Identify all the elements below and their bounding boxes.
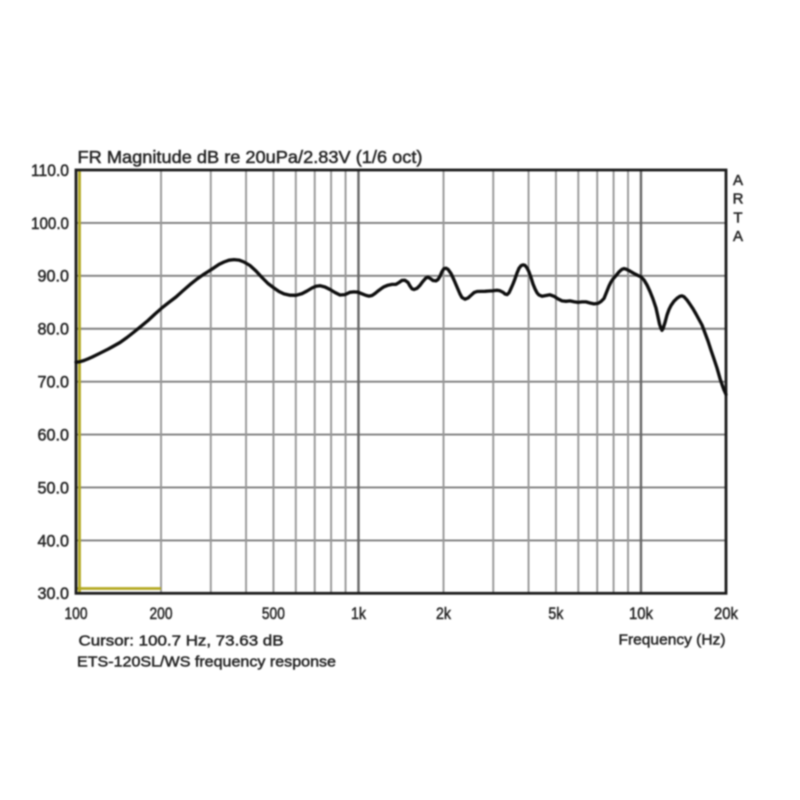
svg-text:50.0: 50.0 [38, 478, 70, 497]
svg-text:Frequency (Hz): Frequency (Hz) [619, 632, 726, 649]
svg-text:A: A [733, 172, 743, 189]
svg-text:T: T [733, 209, 742, 226]
svg-text:10k: 10k [629, 604, 654, 623]
svg-text:FR Magnitude dB re 20uPa/2.83V: FR Magnitude dB re 20uPa/2.83V (1/6 oct) [78, 147, 423, 167]
svg-text:100: 100 [65, 604, 88, 623]
svg-text:100.0: 100.0 [31, 214, 69, 233]
svg-text:70.0: 70.0 [38, 373, 70, 392]
svg-text:ETS-120SL/WS frequency respons: ETS-120SL/WS frequency response [77, 653, 336, 670]
svg-text:90.0: 90.0 [38, 267, 70, 286]
svg-text:5k: 5k [548, 604, 564, 623]
svg-text:R: R [733, 191, 744, 208]
svg-text:A: A [733, 228, 743, 245]
svg-text:1k: 1k [351, 604, 367, 623]
svg-text:110.0: 110.0 [31, 161, 69, 180]
svg-text:20k: 20k [714, 604, 739, 623]
svg-text:40.0: 40.0 [38, 531, 70, 550]
svg-text:500: 500 [262, 604, 285, 623]
svg-text:2k: 2k [436, 604, 452, 623]
svg-text:60.0: 60.0 [38, 426, 70, 445]
svg-text:80.0: 80.0 [38, 320, 70, 339]
svg-text:Cursor: 100.7 Hz, 73.63 dB: Cursor: 100.7 Hz, 73.63 dB [79, 632, 284, 649]
svg-text:30.0: 30.0 [38, 584, 70, 603]
svg-text:200: 200 [150, 604, 173, 623]
